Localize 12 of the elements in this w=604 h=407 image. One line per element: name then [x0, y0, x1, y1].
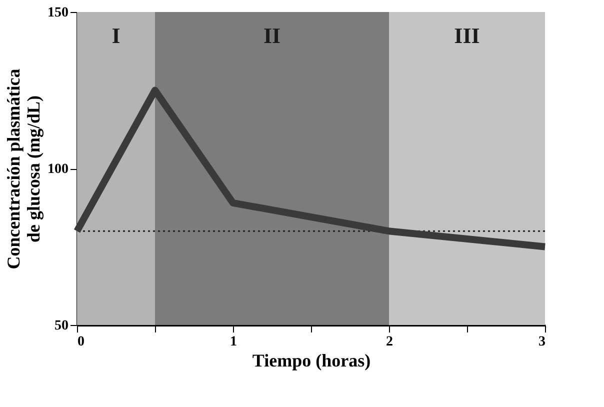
- y-tick-label: 150: [48, 6, 68, 20]
- x-tick-label: 0: [78, 334, 84, 350]
- x-tick-label: 3: [538, 334, 546, 350]
- band-label: I: [112, 23, 120, 48]
- y-tick-label: 100: [48, 162, 68, 177]
- x-axis-title: Tiempo (horas): [252, 350, 371, 370]
- x-tick-label: 1: [230, 334, 237, 350]
- y-axis-title: Concentración plasmática de glucosa (mg/dL): [4, 68, 44, 270]
- y-tick-label: 50: [54, 318, 68, 334]
- x-tick-label: 2: [386, 334, 393, 350]
- band-label: II: [263, 23, 281, 48]
- band-label: III: [454, 23, 480, 48]
